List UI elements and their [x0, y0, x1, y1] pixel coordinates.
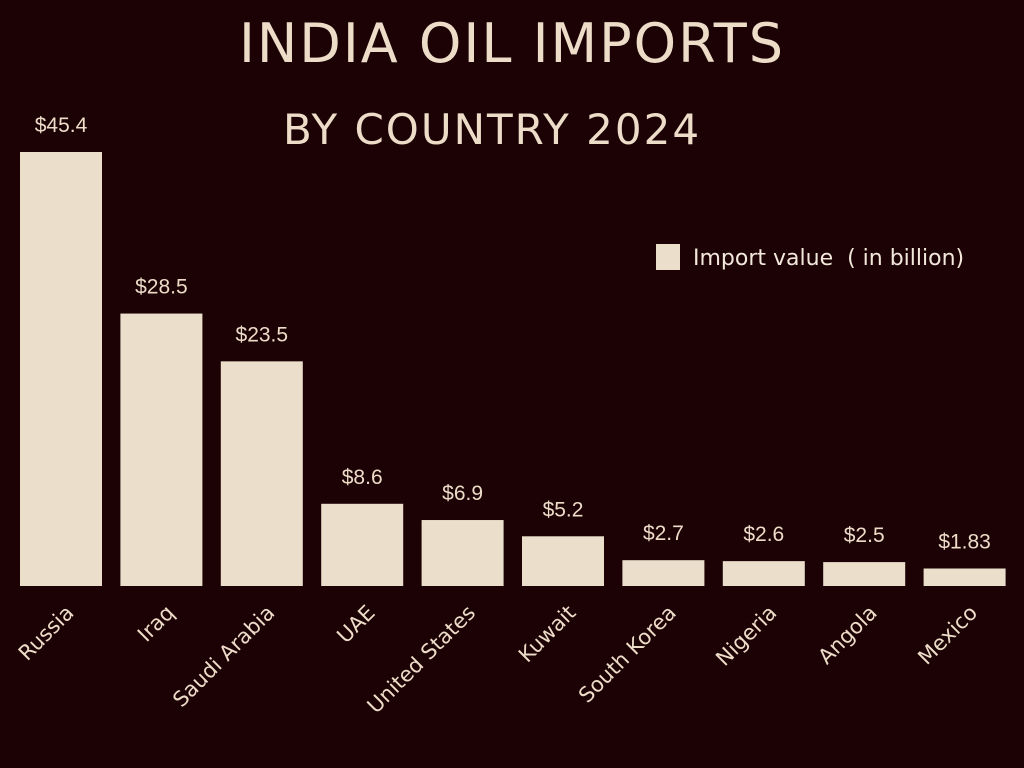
- data-label: $8.6: [342, 466, 383, 489]
- bar-uae: [321, 503, 404, 586]
- data-label: $6.9: [442, 482, 483, 505]
- data-label: $28.5: [135, 276, 188, 299]
- x-tick-label: South Korea: [574, 601, 681, 708]
- bar-saudi-arabia: [220, 361, 303, 586]
- bar-iraq: [120, 313, 203, 586]
- x-tick-label: United States: [363, 601, 481, 719]
- bar-united-states: [421, 520, 504, 586]
- x-tick-label: Saudi Arabia: [168, 601, 279, 712]
- data-label: $45.4: [35, 114, 88, 137]
- data-label: $2.7: [643, 522, 684, 545]
- chart-subtitle: BY COUNTRY 2024: [283, 105, 701, 154]
- bar-russia: [20, 152, 102, 586]
- x-tick-label: Mexico: [913, 601, 982, 670]
- x-tick-label: UAE: [332, 601, 379, 648]
- bar-nigeria: [722, 561, 805, 586]
- x-tick-label: Kuwait: [514, 601, 581, 668]
- bar-south-korea: [622, 560, 705, 586]
- legend-label: Import value ( in billion): [693, 246, 964, 271]
- x-tick-label: Russia: [14, 601, 79, 666]
- data-label: $2.5: [844, 524, 885, 547]
- data-label: $2.6: [743, 523, 784, 546]
- data-label: $5.2: [543, 498, 584, 521]
- chart-title: INDIA OIL IMPORTS: [239, 12, 785, 75]
- data-label: $1.83: [938, 531, 991, 554]
- bar-angola: [823, 562, 906, 586]
- x-tick-label: Nigeria: [711, 601, 781, 671]
- x-tick-label: Iraq: [133, 601, 179, 647]
- bar-kuwait: [522, 536, 604, 586]
- legend-swatch: [656, 244, 680, 270]
- bar-mexico: [923, 568, 1006, 586]
- x-tick-label: Angola: [813, 601, 881, 669]
- data-label: $23.5: [236, 323, 289, 346]
